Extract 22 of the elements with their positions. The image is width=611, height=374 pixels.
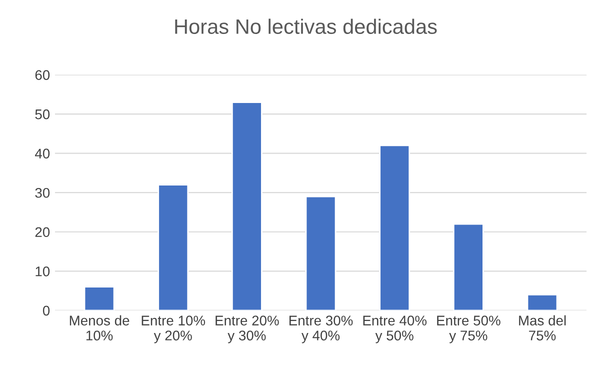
x-tick-label: Entre 40% y 50% (363, 316, 427, 344)
bar (452, 223, 484, 310)
y-tick-label: 50 (35, 109, 50, 120)
bar (305, 196, 336, 310)
bar (231, 102, 262, 310)
y-tick-label: 10 (36, 266, 50, 276)
bar (158, 184, 189, 310)
chart-title: Horas No lectivas dedicadas (175, 18, 437, 34)
x-tick-label: Mas del 75% (519, 315, 566, 340)
y-tick-label: 20 (35, 227, 50, 238)
y-tick-label: 60 (35, 70, 50, 80)
y-tick-label: 40 (35, 148, 50, 159)
x-tick-label: Entre 50% y 75% (437, 316, 500, 344)
y-tick-label: 30 (35, 188, 50, 198)
x-tick-label: Entre 10% y 20% (142, 316, 206, 344)
bar (526, 294, 558, 310)
bar (84, 286, 115, 310)
x-tick-label: Menos de 10% (70, 315, 130, 340)
x-tick-label: Entre 30% y 40% (289, 316, 353, 344)
x-tick-label: Entre 20% y 30% (216, 316, 279, 344)
y-tick-label: 0 (42, 306, 50, 316)
bar (379, 144, 410, 310)
